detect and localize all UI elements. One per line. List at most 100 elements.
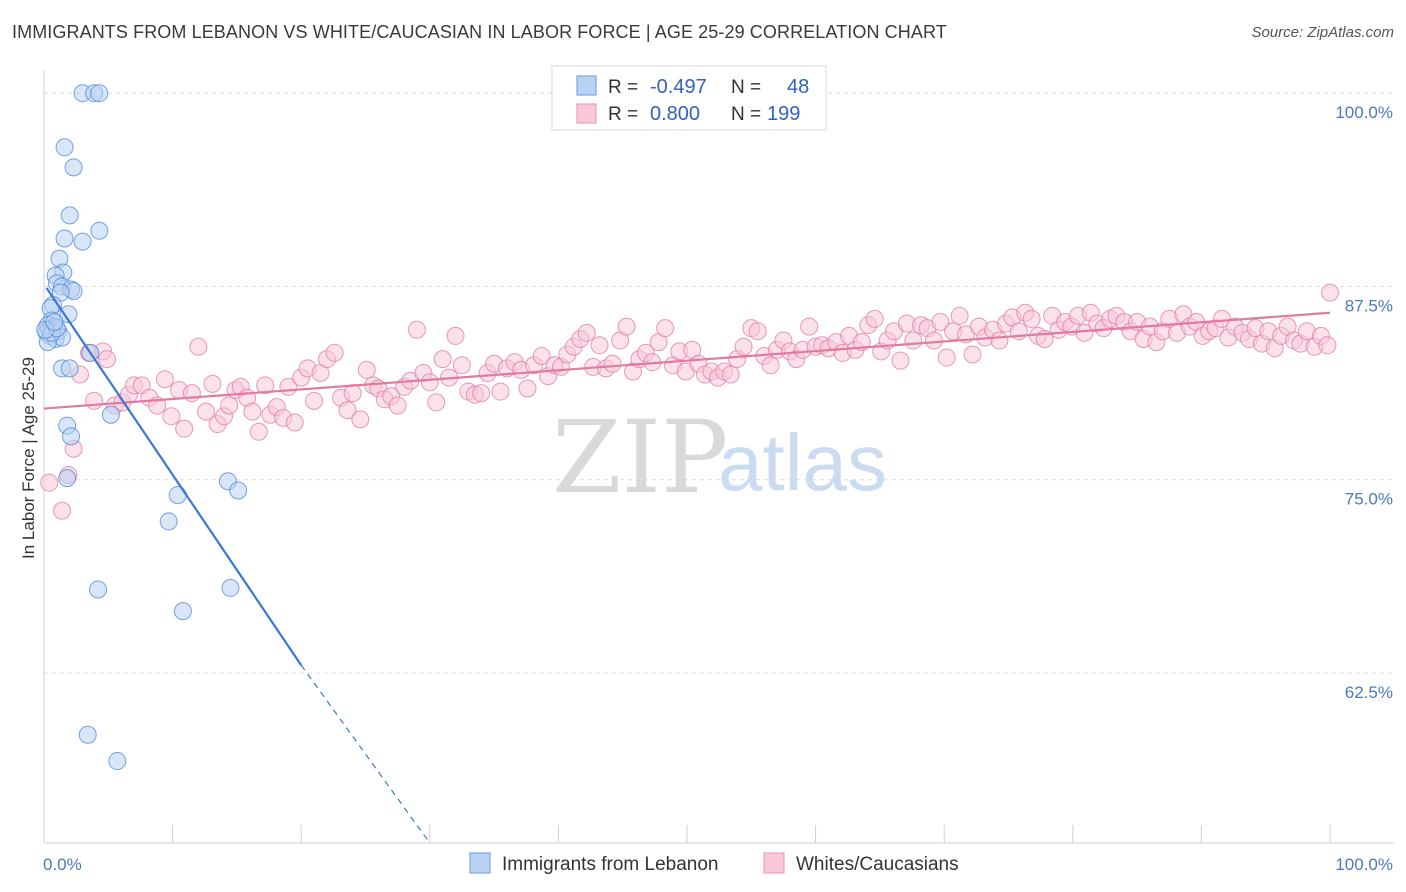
trend-line-whites [43, 311, 1331, 410]
data-point-whites [40, 473, 59, 492]
data-points [36, 84, 1339, 771]
data-point-whites [1022, 309, 1041, 328]
data-point-whites [990, 331, 1009, 350]
watermark-zip: ZIP [552, 399, 728, 516]
bottom-legend-label-lebanon: Immigrants from Lebanon [502, 854, 719, 875]
data-point-whites [748, 322, 767, 341]
data-point-whites [249, 422, 268, 441]
data-point-whites [175, 419, 194, 438]
data-point-lebanon [108, 752, 127, 771]
x-tick-label: 100.0% [1335, 855, 1393, 874]
data-point-whites [931, 312, 950, 331]
data-point-whites [1075, 323, 1094, 342]
data-point-whites [338, 401, 357, 420]
data-point-lebanon [58, 469, 77, 488]
data-point-whites [452, 356, 471, 375]
data-point-lebanon [59, 305, 78, 324]
legend-r-value-whites: 0.800 [650, 103, 700, 125]
legend-n-value-lebanon: 48 [787, 76, 809, 98]
data-point-whites [162, 407, 181, 426]
data-point-lebanon [90, 84, 109, 103]
bottom-legend: Immigrants from Lebanon Whites/Caucasian… [469, 852, 959, 875]
data-point-whites [603, 354, 622, 373]
data-point-whites [1321, 283, 1339, 302]
data-point-lebanon [221, 578, 240, 597]
trend-line-lebanon [45, 287, 303, 666]
data-point-whites [904, 331, 923, 350]
y-tick-label: 87.5% [1345, 296, 1393, 315]
data-point-whites [343, 384, 362, 403]
data-point-whites [800, 317, 819, 336]
data-point-whites [937, 348, 956, 367]
data-point-whites [325, 343, 344, 362]
legend-n-label-whites: N = [731, 104, 761, 125]
data-point-whites [305, 391, 324, 410]
data-point-whites [256, 376, 275, 395]
data-point-whites [950, 306, 969, 325]
data-point-whites [590, 336, 609, 355]
trend-lines [43, 287, 1331, 844]
y-axis-label: In Labor Force | Age 25-29 [19, 357, 38, 559]
data-point-whites [963, 345, 982, 364]
data-point-lebanon [101, 405, 120, 424]
data-point-whites [761, 356, 780, 375]
legend: R = -0.497 N = 48 R = 0.800 N = 199 [551, 65, 827, 131]
tick-labels: 62.5% 75.0% 87.5% 100.0% 0.0% 100.0% [43, 103, 1393, 874]
data-point-whites [220, 396, 239, 415]
legend-n-label-lebanon: N = [731, 77, 761, 98]
data-point-whites [446, 326, 465, 345]
data-point-whites [1318, 336, 1337, 355]
bottom-legend-swatch-lebanon [469, 852, 491, 874]
legend-n-value-whites: 199 [767, 103, 800, 125]
watermark-atlas: atlas [718, 418, 887, 507]
data-point-whites [351, 410, 370, 429]
bottom-legend-swatch-whites [763, 852, 785, 874]
data-point-whites [388, 396, 407, 415]
data-point-whites [865, 309, 884, 328]
data-point-lebanon [60, 206, 79, 225]
data-point-whites [357, 360, 376, 379]
data-point-lebanon [55, 138, 74, 157]
data-point-lebanon [90, 221, 109, 240]
data-point-whites [891, 351, 910, 370]
data-point-whites [197, 402, 216, 421]
y-tick-label: 62.5% [1345, 683, 1393, 702]
source-credit: Source: ZipAtlas.com [1251, 24, 1394, 41]
data-point-whites [85, 391, 104, 410]
data-point-whites [407, 320, 426, 339]
data-point-whites [734, 337, 753, 356]
data-point-lebanon [55, 229, 74, 248]
data-point-whites [656, 319, 675, 338]
x-tick-label: 0.0% [43, 855, 82, 874]
data-point-whites [53, 501, 72, 520]
y-tick-label: 75.0% [1345, 490, 1393, 509]
data-point-lebanon [64, 158, 83, 177]
data-point-whites [721, 365, 740, 384]
data-point-lebanon [159, 512, 178, 531]
data-point-whites [98, 350, 117, 369]
data-point-whites [203, 374, 222, 393]
data-point-whites [189, 337, 208, 356]
data-point-whites [420, 373, 439, 392]
data-point-whites [427, 393, 446, 412]
data-point-lebanon [62, 427, 81, 446]
axes [43, 70, 1394, 844]
data-point-lebanon [45, 312, 64, 331]
data-point-lebanon [229, 481, 248, 500]
chart-title: IMMIGRANTS FROM LEBANON VS WHITE/CAUCASI… [12, 22, 947, 42]
data-point-lebanon [89, 580, 108, 599]
legend-swatch-whites [576, 103, 597, 124]
data-point-whites [155, 370, 174, 389]
data-point-lebanon [73, 232, 92, 251]
trend-line-lebanon-extension [300, 664, 431, 844]
legend-r-label-lebanon: R = [608, 77, 638, 98]
data-point-whites [433, 350, 452, 369]
data-point-lebanon [173, 602, 192, 621]
y-tick-label: 100.0% [1335, 103, 1393, 122]
bottom-legend-label-whites: Whites/Caucasians [796, 854, 959, 875]
data-point-lebanon [60, 359, 79, 378]
data-point-whites [491, 382, 510, 401]
legend-r-value-lebanon: -0.497 [650, 76, 707, 98]
data-point-whites [924, 331, 943, 350]
